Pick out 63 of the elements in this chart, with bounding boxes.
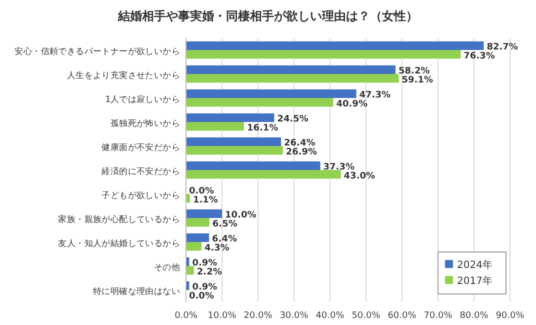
data-label: 2.2% [196,267,222,278]
data-label: 47.3% [359,90,391,101]
y-tick-label: 孤独死が怖いから [110,118,180,129]
data-label: 6.4% [212,234,238,245]
data-label: 82.7% [486,42,518,53]
data-label: 76.3% [464,51,495,62]
legend-label: 2017年 [457,275,492,287]
y-tick-label: 家族・親族が心配しているから [58,214,180,225]
x-tick-label: 30.0% [280,311,309,321]
x-tick-label: 60.0% [388,311,417,321]
data-label: 58.2% [398,66,430,77]
bar [186,170,341,179]
data-label: 0.9% [192,258,218,269]
data-label: 4.3% [204,243,230,254]
x-tick-label: 70.0% [424,311,453,321]
bar [186,146,283,155]
data-label: 26.9% [286,147,318,158]
y-tick-label: 健康面が不安だから [102,142,180,153]
data-label: 43.0% [344,171,376,182]
bar [186,233,210,242]
chart-title: 結婚相手や事実婚・同棲相手が欲しい理由は？（女性） [117,9,418,23]
bar [186,50,461,59]
data-label: 59.1% [402,75,433,86]
bar [186,266,194,275]
x-tick-label: 90.0% [496,311,525,321]
y-tick-label: 子どもが欲しいから [102,190,180,201]
data-label: 0.0% [189,291,214,302]
y-tick-label: 安心・信頼できるパートナーが欲しいから [14,46,180,57]
y-tick-label: その他 [154,262,180,273]
data-label: 6.5% [212,219,238,230]
data-label: 37.3% [323,162,355,173]
bar [186,65,396,74]
x-tick-label: 80.0% [460,311,489,321]
bar [186,161,320,170]
y-tick-label: 1人では寂しいから [105,94,180,105]
bar [186,113,274,122]
bar [186,209,222,218]
x-tick-label: 50.0% [352,311,381,321]
bar [186,218,210,227]
y-tick-label: 友人・知人が結婚しているから [58,238,180,249]
bar [186,122,244,131]
data-label: 0.9% [192,282,218,293]
x-tick-label: 20.0% [244,311,273,321]
data-label: 1.1% [192,195,218,206]
y-tick-label: 特に明確な理由はない [92,286,180,297]
bar [186,242,202,251]
y-tick-label: 人生をより充実させたいから [66,70,180,81]
x-tick-label: 0.0% [174,311,198,321]
bar [186,41,484,50]
data-label: 0.0% [189,186,214,197]
y-tick-label: 経済的に不安だから [100,166,180,177]
bar [186,98,334,107]
data-label: 26.4% [284,138,316,149]
data-label: 10.0% [225,210,256,221]
x-tick-label: 40.0% [316,311,345,321]
bar [186,137,282,146]
data-label: 40.9% [336,99,368,110]
data-label: 24.5% [277,114,308,125]
bar [186,74,399,83]
data-label: 16.1% [246,123,278,134]
x-tick-label: 10.0% [208,311,237,321]
bar [186,89,356,98]
legend-label: 2024年 [457,259,492,271]
